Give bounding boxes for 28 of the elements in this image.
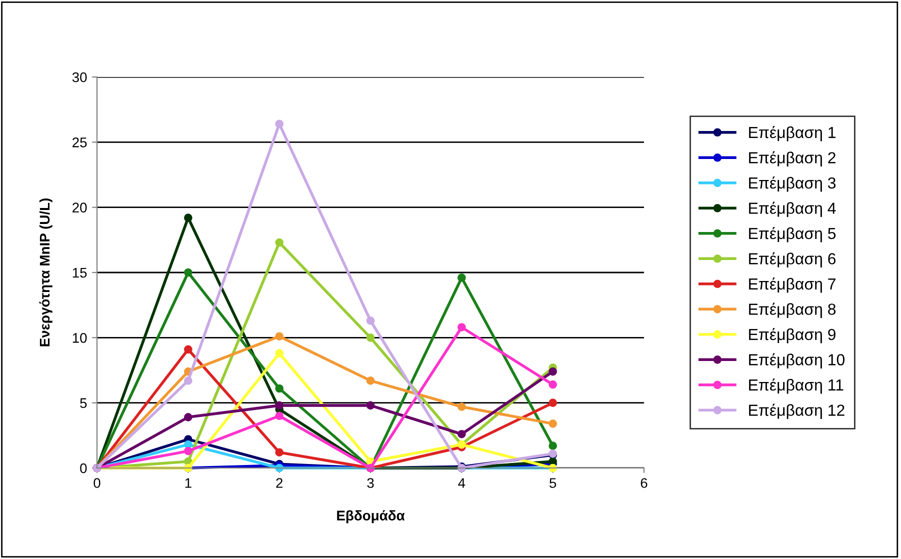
legend-label: Επέμβαση 7: [749, 277, 836, 293]
y-tick-label: 25: [72, 138, 87, 148]
y-axis-title: Ενεργότητα MnIP (U/L): [39, 198, 52, 346]
legend-label: Επέμβαση 10: [749, 353, 845, 369]
y-tick-label: 0: [80, 463, 87, 474]
x-tick-label: 1: [185, 478, 192, 488]
x-tick-label: 4: [458, 478, 466, 488]
legend-label: Επέμβαση 8: [749, 302, 836, 318]
x-tick-label: 3: [367, 478, 374, 488]
y-tick-label: 10: [72, 333, 87, 343]
x-tick-label: 6: [640, 478, 648, 488]
y-tick-label: 15: [72, 268, 87, 278]
x-axis-title: Εβδομάδα: [337, 510, 405, 524]
y-tick-label: 20: [72, 202, 87, 213]
x-tick-label: 0: [94, 478, 100, 488]
legend-label: Επέμβαση 4: [749, 202, 836, 218]
legend-label: Επέμβαση 12: [749, 404, 844, 420]
legend-label: Επέμβαση 11: [749, 378, 844, 394]
y-tick-label: 30: [72, 72, 87, 82]
legend-label: Επέμβαση 5: [749, 226, 836, 242]
x-tick-label: 5: [550, 478, 556, 488]
legend-label: Επέμβαση 3: [749, 176, 836, 192]
x-tick-label: 2: [276, 478, 282, 488]
legend-label: Επέμβαση 1: [749, 126, 836, 142]
legend-label: Επέμβαση 9: [749, 328, 836, 344]
legend-label: Επέμβαση 2: [749, 151, 836, 167]
legend-label: Επέμβαση 6: [749, 252, 836, 268]
y-tick-label: 5: [80, 398, 87, 408]
